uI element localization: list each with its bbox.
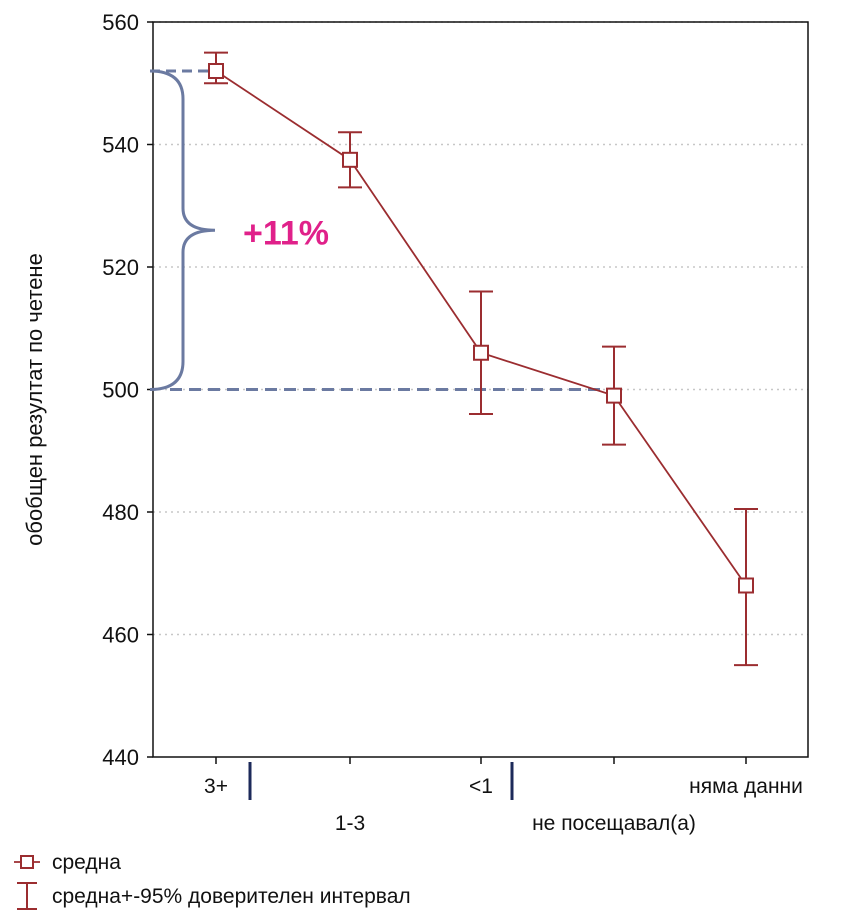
annotation-label: +11% — [243, 214, 329, 252]
mean-marker — [208, 63, 224, 79]
y-tick-label: 500 — [102, 378, 139, 403]
y-tick-label: 480 — [102, 500, 139, 525]
brace-annotation — [149, 69, 216, 391]
x-tick-label: 3+ — [204, 775, 228, 798]
mean-marker — [342, 151, 358, 168]
y-tick-label: 460 — [102, 623, 139, 648]
y-tick-label: 440 — [102, 745, 139, 770]
x-tick-label: няма данни — [689, 775, 803, 798]
legend-label-ci: средна+-95% доверителен интервал — [52, 885, 411, 908]
mean-marker — [473, 344, 489, 361]
series-layer — [204, 51, 758, 667]
mean-marker — [738, 577, 754, 594]
x-tick-label: не посещавал(а) — [532, 812, 696, 835]
axis-layer: 440 460 480 500 520 540 560 3+ 1-3 <1 не посещавал… — [22, 10, 809, 835]
mean-marker — [606, 387, 622, 404]
y-tick-label: 520 — [102, 255, 139, 280]
y-tick-label: 560 — [102, 10, 139, 35]
x-tick-label: 1-3 — [335, 812, 365, 835]
y-tick-label: 540 — [102, 133, 139, 158]
x-tick-label: <1 — [469, 775, 493, 798]
annotation-layer: +11% — [149, 69, 612, 391]
legend-square-marker — [20, 855, 34, 869]
legend-label-mean: средна — [52, 851, 121, 874]
legend-layer: средна средна+-95% доверителен интервал — [14, 851, 411, 910]
y-axis-title: обобщен резултат по четене — [22, 253, 47, 546]
